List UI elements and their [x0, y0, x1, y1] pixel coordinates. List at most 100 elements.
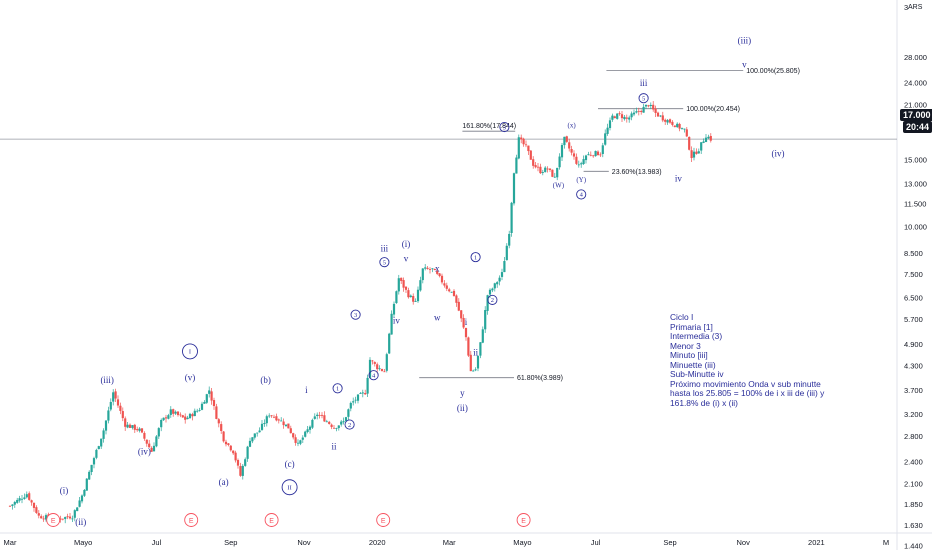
- candle-body: [426, 267, 429, 269]
- candle-body: [109, 401, 112, 410]
- candle-body: [606, 127, 609, 134]
- fib-level-label: 100.00%(25.805): [746, 68, 800, 75]
- candle-body: [584, 155, 588, 161]
- candle-body: [613, 116, 616, 119]
- wave-label: 5: [642, 95, 645, 102]
- wave-label: iii: [381, 244, 389, 254]
- candle-body: [395, 291, 398, 304]
- candle-body: [373, 362, 376, 364]
- candle-body: [301, 437, 304, 440]
- candle-body: [695, 151, 698, 154]
- wave-label-circle: [332, 383, 343, 394]
- candle-body: [460, 310, 463, 319]
- annotation-line: Menor 3: [670, 340, 701, 351]
- candle-body: [164, 417, 168, 419]
- wave-label: iii: [640, 78, 648, 88]
- candle-body: [335, 428, 338, 429]
- fib-level-label: 23.60%(13.983): [612, 169, 662, 176]
- candle-body: [282, 421, 285, 426]
- candle-body: [145, 439, 148, 444]
- candle-body: [493, 283, 496, 289]
- candle-body: [356, 394, 360, 401]
- candle-body: [431, 268, 434, 270]
- candle-body: [59, 518, 62, 520]
- y-tick-label: 6.500: [904, 293, 923, 302]
- candle-body: [532, 159, 535, 166]
- wave-label: (W): [553, 182, 565, 190]
- candle-body: [121, 411, 124, 419]
- earnings-event-marker: [46, 513, 61, 527]
- candle-body: [383, 371, 386, 373]
- candle-body: [484, 310, 487, 330]
- candle-body: [227, 443, 230, 445]
- x-tick-label: Mar: [4, 538, 17, 547]
- candle-body: [704, 137, 708, 143]
- candle-body: [709, 135, 712, 141]
- candle-body: [244, 459, 247, 466]
- candle-body: [210, 391, 213, 401]
- candle-body: [560, 145, 564, 158]
- annotation-line: Minuto [iii]: [670, 350, 708, 360]
- candle-body: [652, 104, 655, 110]
- candle-body: [414, 301, 417, 302]
- candle-body: [378, 368, 381, 370]
- candle-body: [284, 424, 288, 427]
- wave-label: (v): [185, 372, 196, 382]
- wave-label-circle: [487, 294, 498, 305]
- wave-label: 1: [474, 254, 477, 261]
- candle-body: [692, 151, 696, 158]
- candle-body: [188, 413, 192, 419]
- candle-body: [92, 458, 96, 465]
- candle-body: [508, 233, 511, 246]
- candle-body: [488, 289, 492, 295]
- candle-body: [388, 333, 391, 354]
- candle-body: [318, 415, 321, 416]
- candle-body: [376, 364, 379, 370]
- y-tick-label: 8.500: [904, 249, 923, 258]
- wave-label-circle: [379, 257, 390, 268]
- candle-body: [661, 115, 664, 121]
- wave-label: iv: [675, 173, 683, 183]
- candle-body: [68, 516, 72, 519]
- candle-body: [565, 136, 568, 142]
- candle-body: [563, 136, 566, 146]
- y-tick-label: 10.000: [904, 222, 927, 231]
- earnings-event-marker: [516, 513, 531, 527]
- candle-body: [148, 443, 151, 448]
- candle-body: [306, 429, 309, 432]
- candle-body: [685, 129, 688, 137]
- y-tick-label: 3.200: [904, 410, 923, 419]
- candle-body: [702, 141, 705, 143]
- candles: [8, 101, 712, 524]
- candle-body: [236, 460, 240, 466]
- candle-body: [265, 416, 268, 424]
- wave-label: (Y): [576, 176, 586, 184]
- x-tick-label: Sep: [663, 538, 676, 547]
- wave-label: (iii): [100, 375, 114, 385]
- candle-body: [157, 428, 160, 437]
- candle-body: [452, 290, 456, 296]
- wave-label-circle: [344, 419, 355, 430]
- candle-body: [16, 499, 19, 503]
- candle-body: [107, 410, 110, 421]
- candle-body: [659, 115, 662, 117]
- candle-body: [184, 416, 187, 420]
- candle-body: [481, 329, 484, 343]
- candle-body: [380, 369, 384, 371]
- x-tick-label: Nov: [737, 538, 751, 547]
- candle-body: [20, 498, 24, 500]
- candle-body: [97, 446, 100, 450]
- candle-body: [616, 113, 619, 119]
- candle-body: [174, 411, 177, 414]
- candle-body: [601, 145, 604, 154]
- candle-body: [251, 437, 254, 442]
- candle-body: [599, 154, 602, 156]
- candle-body: [272, 416, 276, 418]
- candle-body: [527, 145, 530, 152]
- candle-body: [270, 415, 273, 417]
- candle-body: [472, 370, 475, 372]
- candle-body: [200, 403, 204, 410]
- candle-body: [448, 289, 451, 292]
- candle-body: [457, 301, 460, 311]
